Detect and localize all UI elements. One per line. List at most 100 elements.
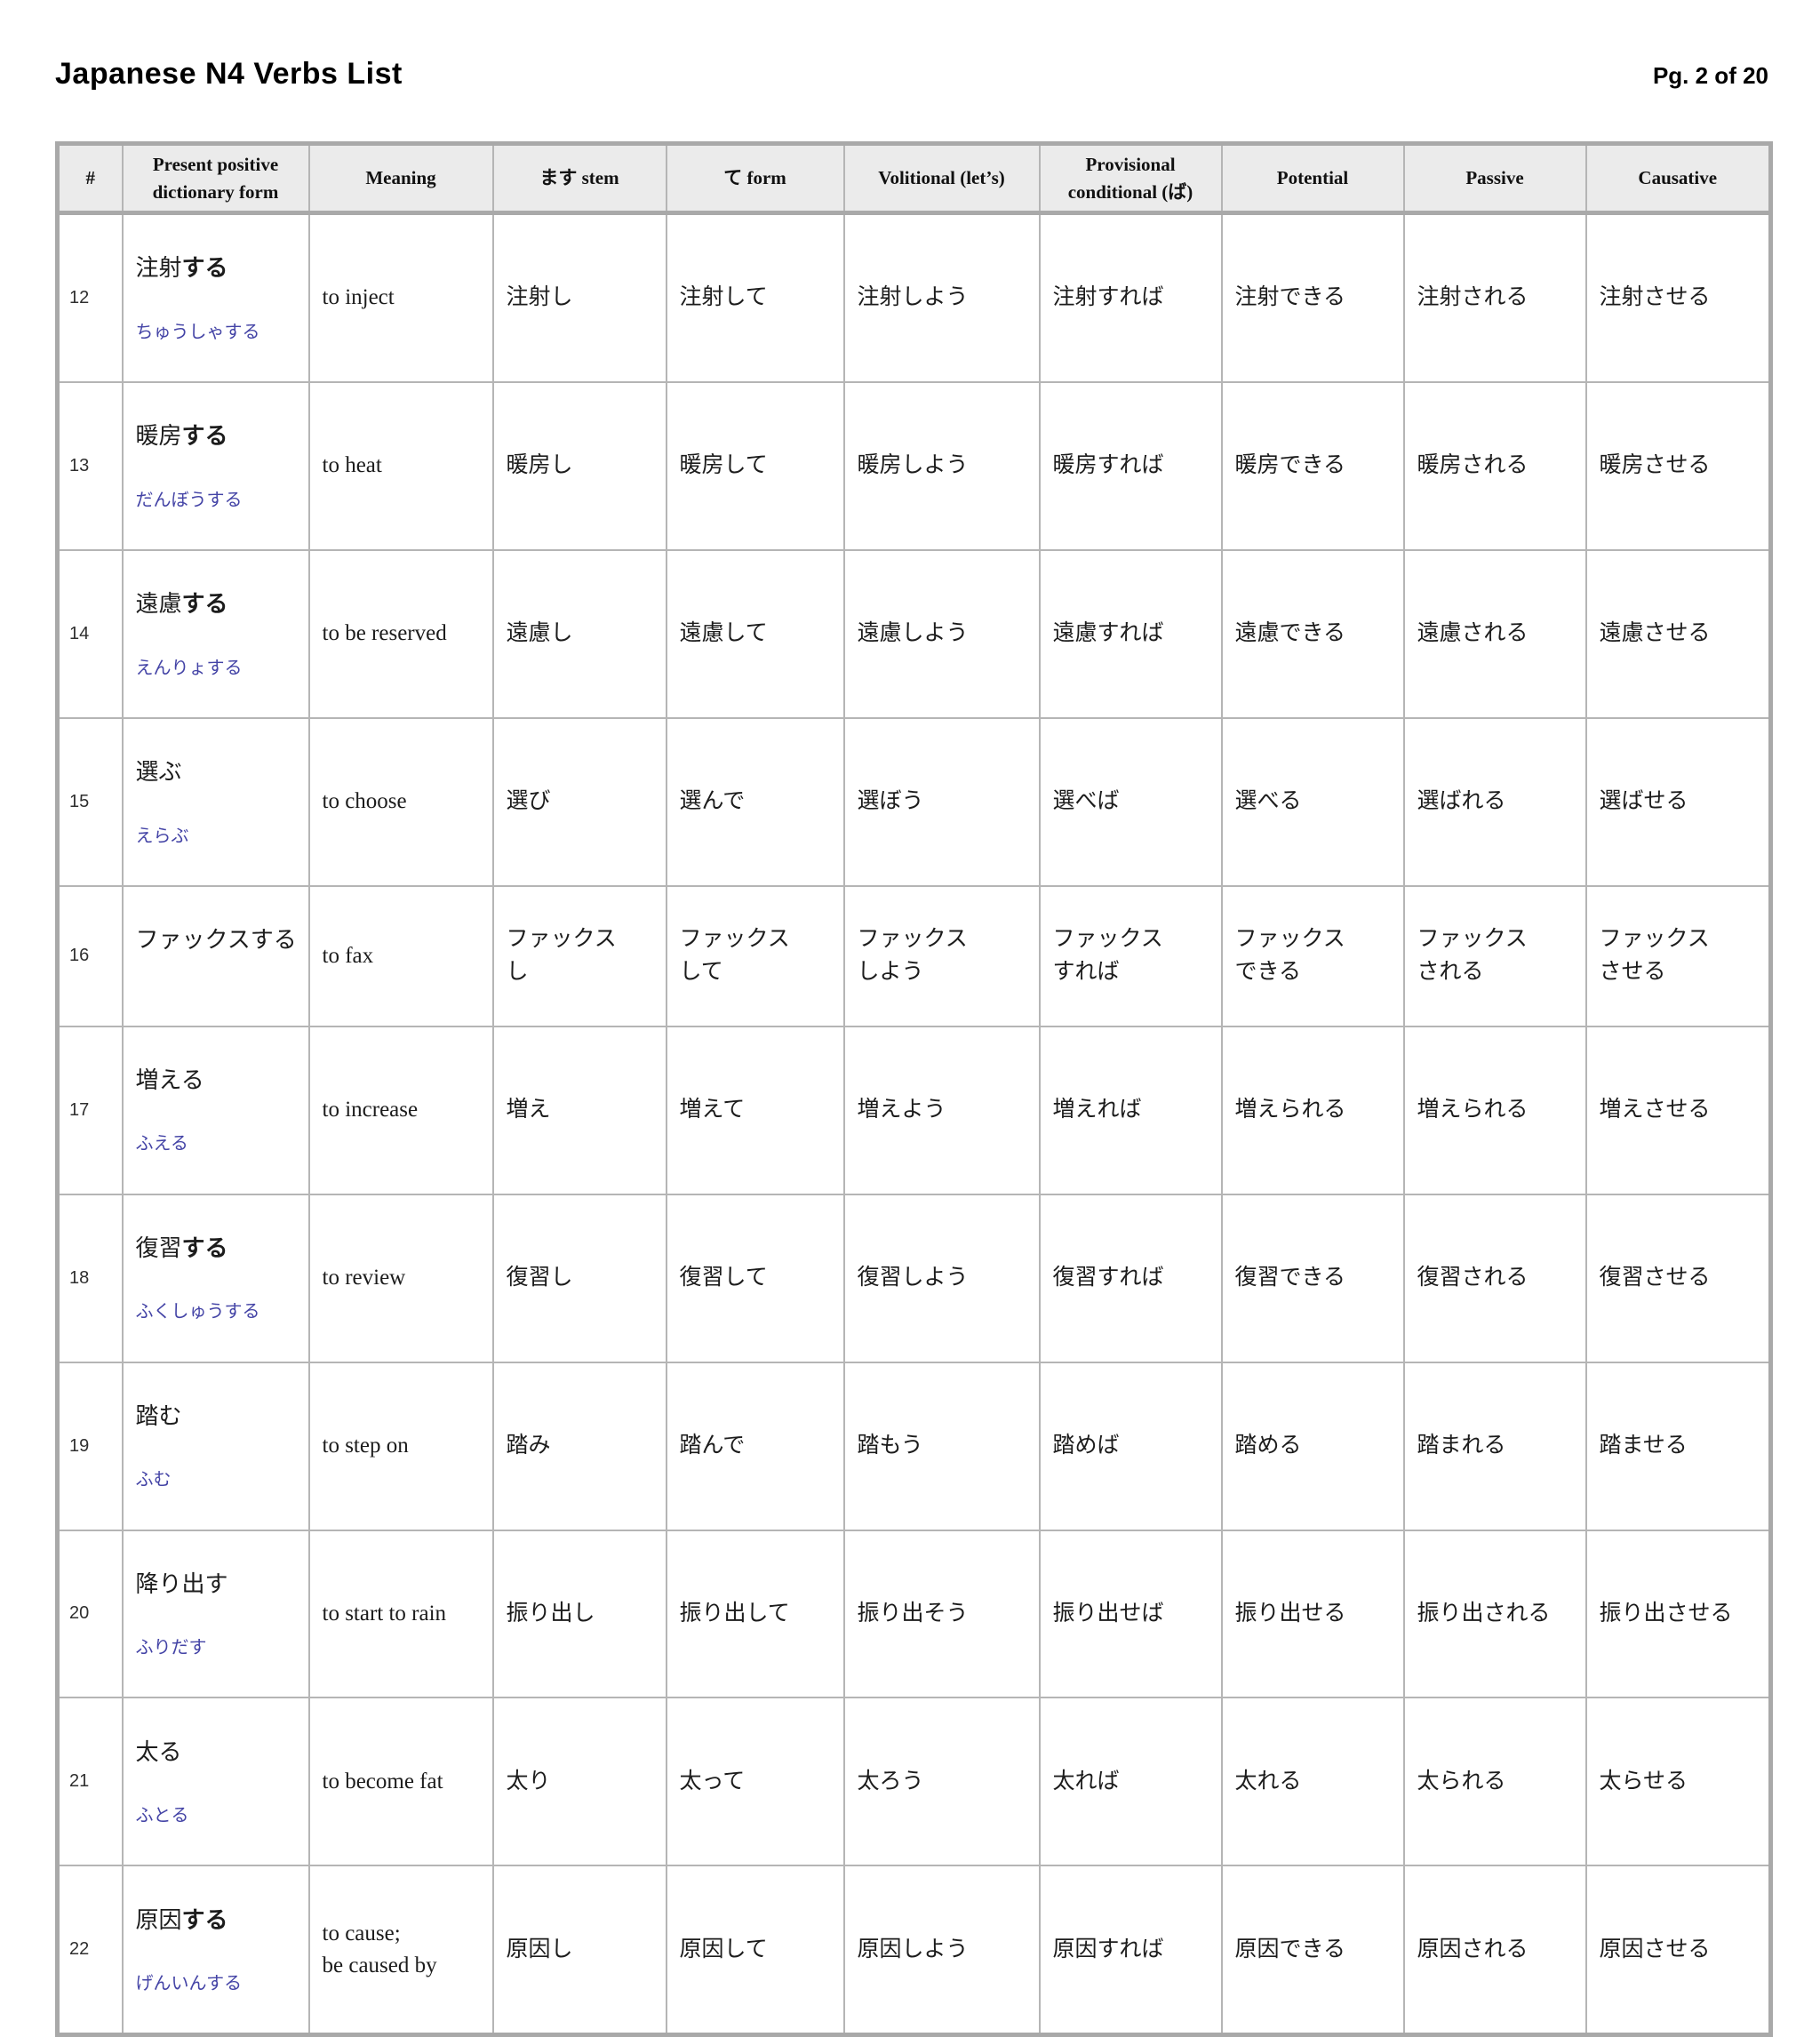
masu-stem-cell: 暖房し [491,380,667,551]
dictionary-form-cell: 降り出す ふりだす [121,1529,310,1699]
masu-stem-cell: 選び [491,716,667,887]
meaning-cell: to be reserved [307,548,494,719]
te-form-cell: 遠慮して [665,548,845,719]
provisional-conditional-cell: ファックス すれば [1038,884,1223,1027]
page-number-indicator: Pg. 2 of 20 [1652,62,1768,89]
provisional-conditional-cell: 注射すれば [1038,212,1223,383]
masu-stem-cell: 遠慮し [491,548,667,719]
meaning-cell: to fax [307,884,494,1027]
potential-cell: 暖房できる [1220,380,1405,551]
table-row: 21 太る ふとる to become fat 太り 太って 太ろう 太れば 太… [56,1697,1772,1867]
dictionary-form-main: 原因 [135,1906,182,1933]
dictionary-form-main: 注射 [135,255,182,282]
page-title: Japanese N4 Verbs List [55,57,403,91]
row-number: 18 [56,1193,124,1363]
dictionary-form-text: 増える [136,1066,299,1094]
header-potential: Potential [1220,142,1405,215]
dictionary-form-text: ファックスする [136,926,299,954]
potential-cell: 増えられる [1220,1025,1405,1195]
provisional-conditional-cell: 復習すれば [1038,1193,1223,1363]
furigana-reading: ふくしゅうする [135,1302,260,1322]
dictionary-form-main: ファックスする [135,927,297,953]
passive-cell: 踏まれる [1402,1361,1587,1531]
meaning-cell: to start to rain [307,1529,494,1699]
dictionary-form-cell: 暖房する だんぼうする [121,380,310,551]
row-number: 22 [56,1865,124,2036]
meaning-cell: to step on [307,1361,494,1531]
dictionary-form-cell: 太る ふとる [121,1697,310,1867]
passive-cell: 遠慮される [1402,548,1587,719]
provisional-conditional-cell: 太れば [1038,1697,1223,1867]
potential-cell: 復習できる [1220,1193,1405,1363]
table-row: 22 原因する げんいんする to cause; be caused by 原因… [56,1865,1772,2036]
te-form-cell: ファックス して [665,884,845,1027]
dictionary-form-main: 増える [135,1066,204,1093]
dictionary-form-main: 暖房 [135,423,182,450]
dictionary-form-text: 暖房する [136,422,299,450]
dictionary-form-main: 降り出す [135,1570,228,1597]
te-form-cell: 暖房して [665,380,845,551]
table-row: 17 増える ふえる to increase 増え 増えて 増えよう 増えれば … [56,1025,1772,1195]
table-row: 13 暖房する だんぼうする to heat 暖房し 暖房して 暖房しよう 暖房… [56,380,1772,551]
dictionary-form-suffix: する [181,255,228,282]
header-provisional-conditional: Provisional conditional (ば) [1038,142,1223,215]
row-number: 17 [56,1025,124,1195]
masu-stem-cell: 太り [491,1697,667,1867]
potential-cell: 振り出せる [1220,1529,1405,1699]
masu-stem-cell: 注射し [491,212,667,383]
dictionary-form-text: 原因する [136,1906,299,1934]
passive-cell: 暖房される [1402,380,1587,551]
provisional-conditional-cell: 選べば [1038,716,1223,887]
furigana-reading: えんりょする [135,658,243,678]
passive-cell: 注射される [1402,212,1587,383]
table-row: 12 注射する ちゅうしゃする to inject 注射し 注射して 注射しよう… [56,212,1772,383]
header-number: # [56,142,124,215]
dictionary-form-cell: 注射する ちゅうしゃする [121,212,310,383]
row-number: 12 [56,212,124,383]
passive-cell: 増えられる [1402,1025,1587,1195]
causative-cell: 遠慮させる [1585,548,1772,719]
potential-cell: 遠慮できる [1220,548,1405,719]
table-row: 20 降り出す ふりだす to start to rain 振り出し 振り出して… [56,1529,1772,1699]
potential-cell: 原因できる [1220,1865,1405,2036]
te-form-cell: 振り出して [665,1529,845,1699]
furigana-reading: ふとる [135,1806,189,1826]
passive-cell: 太られる [1402,1697,1587,1867]
causative-cell: 選ばせる [1585,716,1772,887]
dictionary-form-main: 太る [135,1738,182,1765]
meaning-cell: to inject [307,212,494,383]
furigana-reading: ふむ [135,1470,172,1490]
table-row: 14 遠慮する えんりょする to be reserved 遠慮し 遠慮して 遠… [56,548,1772,719]
row-number: 20 [56,1529,124,1699]
dictionary-form-suffix: する [181,423,228,450]
table-row: 18 復習する ふくしゅうする to review 復習し 復習して 復習しよう… [56,1193,1772,1363]
row-number: 21 [56,1697,124,1867]
volitional-cell: 注射しよう [842,212,1041,383]
meaning-cell: to review [307,1193,494,1363]
document-header: Japanese N4 Verbs List Pg. 2 of 20 [55,57,1768,92]
potential-cell: 踏める [1220,1361,1405,1531]
masu-stem-cell: 復習し [491,1193,667,1363]
dictionary-form-cell: ファックスする [121,884,310,1027]
causative-cell: 振り出させる [1585,1529,1772,1699]
masu-stem-cell: 原因し [491,1865,667,2036]
masu-stem-cell: 踏み [491,1361,667,1531]
meaning-cell: to increase [307,1025,494,1195]
dictionary-form-text: 太る [136,1738,299,1766]
dictionary-form-text: 遠慮する [136,590,299,618]
table-row: 16 ファックスする to fax ファックス し ファックス して ファックス… [56,884,1772,1027]
meaning-cell: to cause; be caused by [307,1865,494,2036]
dictionary-form-suffix: する [181,1234,228,1261]
header-passive: Passive [1402,142,1587,215]
furigana-reading: ふりだす [135,1638,207,1658]
dictionary-form-text: 選ぶ [136,758,299,786]
table-body: 12 注射する ちゅうしゃする to inject 注射し 注射して 注射しよう… [56,212,1772,2036]
volitional-cell: 遠慮しよう [842,548,1041,719]
dictionary-form-text: 復習する [136,1234,299,1262]
meaning-cell: to become fat [307,1697,494,1867]
meaning-cell: to heat [307,380,494,551]
dictionary-form-main: 復習 [135,1234,182,1261]
volitional-cell: 増えよう [842,1025,1041,1195]
dictionary-form-suffix: する [181,591,228,618]
